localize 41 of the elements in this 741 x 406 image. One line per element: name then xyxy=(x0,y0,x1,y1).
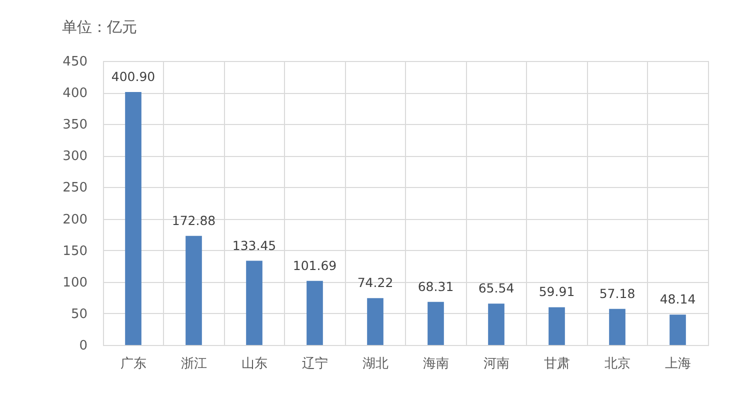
bar xyxy=(670,314,686,345)
data-label: 65.54 xyxy=(478,280,514,296)
x-tick-label: 甘肃 xyxy=(544,356,570,372)
x-tick-label: 辽宁 xyxy=(302,356,328,372)
y-tick-label: 0 xyxy=(79,338,88,354)
bar xyxy=(548,307,565,345)
y-tick-label: 300 xyxy=(62,149,88,164)
x-tick-label: 上海 xyxy=(664,356,691,372)
bar xyxy=(609,308,626,345)
data-label: 57.18 xyxy=(599,286,636,301)
x-tick-label: 北京 xyxy=(604,356,630,372)
data-label: 48.14 xyxy=(660,292,696,307)
y-tick-label: 200 xyxy=(62,212,88,228)
data-label: 133.45 xyxy=(232,238,276,253)
y-tick-label: 350 xyxy=(62,118,88,133)
bar xyxy=(246,260,262,345)
bar xyxy=(428,302,444,345)
x-tick-label: 湖北 xyxy=(362,356,388,372)
bar xyxy=(367,298,384,345)
data-label: 59.91 xyxy=(538,284,575,300)
y-tick-label: 400 xyxy=(62,86,88,102)
y-tick-label: 50 xyxy=(70,306,88,322)
x-tick-label: 浙江 xyxy=(180,356,207,372)
bar xyxy=(306,280,323,345)
x-tick-label: 海南 xyxy=(422,356,449,372)
y-tick-label: 100 xyxy=(62,275,88,290)
x-tick-label: 广东 xyxy=(120,356,146,372)
bar xyxy=(488,304,504,345)
bar xyxy=(125,92,142,345)
y-tick-label: 250 xyxy=(62,180,88,196)
y-tick-label: 450 xyxy=(62,54,88,70)
data-label: 68.31 xyxy=(418,278,454,294)
x-tick-label: 河南 xyxy=(483,356,510,372)
bar xyxy=(186,236,202,345)
data-label: 74.22 xyxy=(357,275,394,290)
data-label: 400.90 xyxy=(111,68,156,84)
y-tick-label: 150 xyxy=(62,244,88,259)
data-label: 101.69 xyxy=(292,258,337,273)
x-tick-label: 山东 xyxy=(241,356,268,372)
data-label: 172.88 xyxy=(172,212,216,228)
chart-title: 单位：亿元 xyxy=(62,18,138,36)
